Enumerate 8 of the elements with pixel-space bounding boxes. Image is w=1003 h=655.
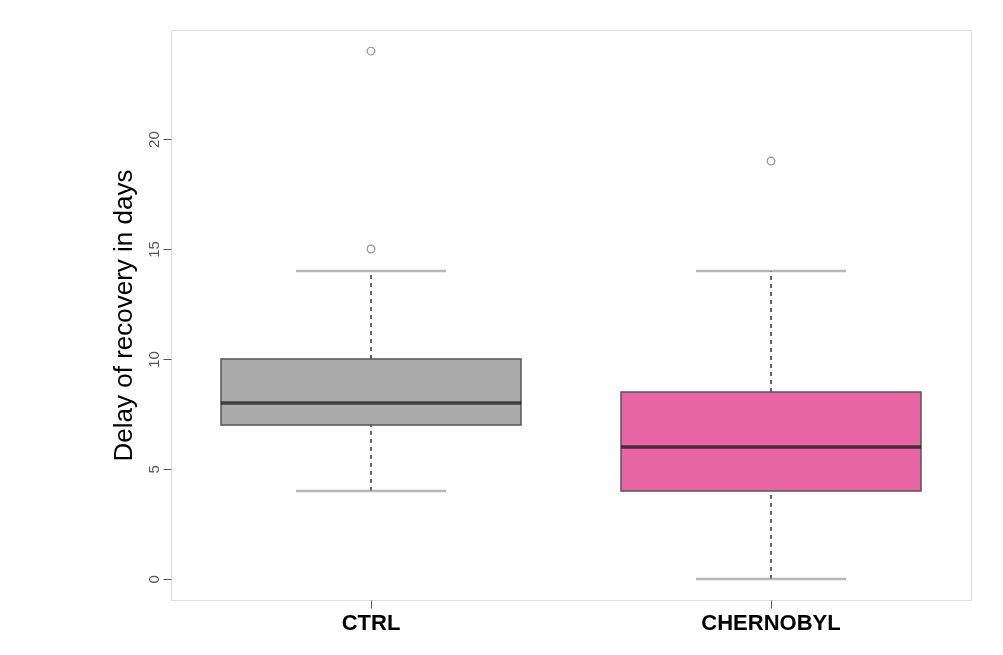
y-tick-label: 10: [144, 351, 162, 368]
x-tick-label: CTRL: [341, 609, 401, 635]
y-tick-label: 20: [144, 131, 162, 148]
y-tick-label: 15: [144, 241, 162, 258]
x-tick-label: CHERNOBYL: [701, 609, 841, 635]
y-tick-label: 0: [144, 575, 162, 584]
y-axis-title: Delay of recovery in days: [107, 169, 138, 462]
y-tick-label: 5: [144, 465, 162, 474]
